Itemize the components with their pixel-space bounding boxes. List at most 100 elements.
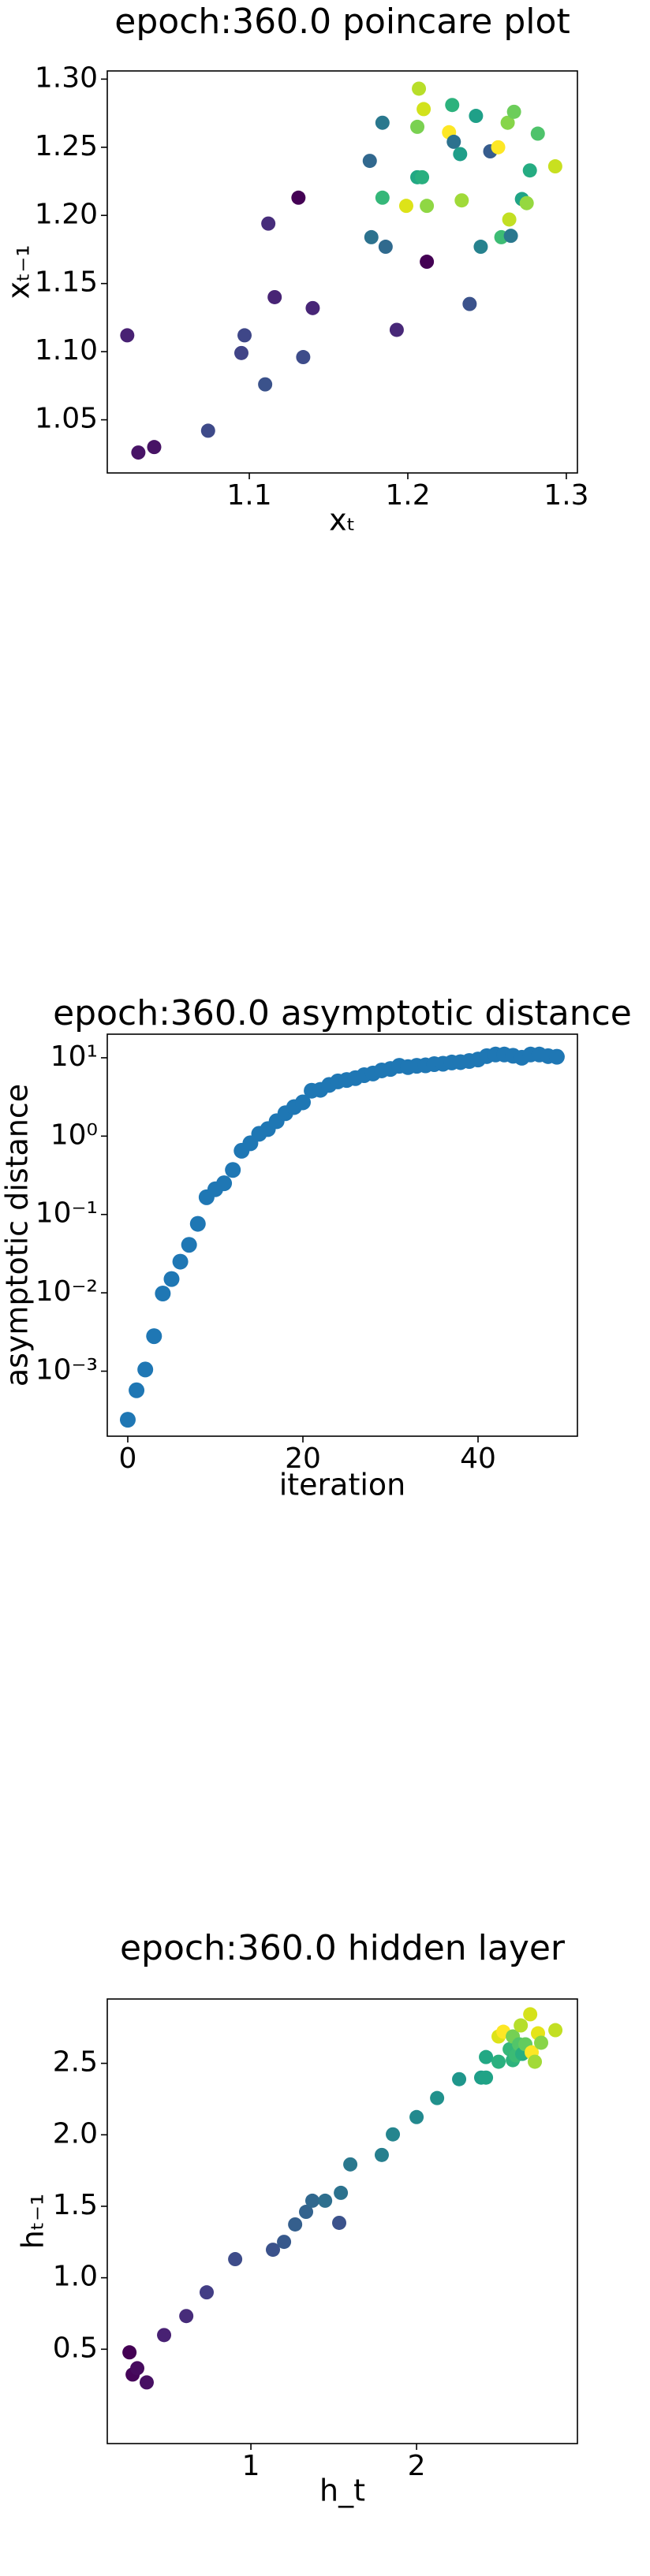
- point: [277, 2235, 292, 2250]
- point: [163, 1271, 180, 1287]
- point: [343, 2157, 358, 2172]
- point: [334, 2185, 349, 2200]
- x-tick-label: 20: [285, 1442, 321, 1475]
- plot-frame: [106, 1033, 578, 1437]
- point: [454, 193, 469, 208]
- point: [446, 134, 461, 149]
- y-tick-label: 1.15: [35, 266, 98, 299]
- point: [129, 1382, 145, 1398]
- point: [172, 1253, 189, 1270]
- x-axis-label: xₜ: [329, 503, 356, 538]
- x-tick-label: 1: [242, 2450, 260, 2482]
- y-tick-label: 2.0: [53, 2117, 98, 2150]
- y-tick-label: 10⁻²: [35, 1275, 98, 1308]
- point: [374, 2147, 389, 2162]
- point: [491, 2054, 506, 2069]
- point: [375, 115, 390, 130]
- point: [522, 163, 537, 178]
- point: [364, 229, 379, 244]
- point: [502, 212, 517, 227]
- point: [189, 1215, 206, 1232]
- point: [547, 159, 562, 174]
- point: [305, 300, 320, 315]
- y-tick-label: 1.05: [35, 403, 98, 435]
- x-axis-label: h_t: [319, 2474, 365, 2508]
- point: [131, 445, 146, 460]
- y-tick-label: 1.0: [53, 2261, 98, 2293]
- point: [258, 377, 273, 392]
- plot-frame: [106, 70, 578, 474]
- point: [146, 1328, 162, 1345]
- point: [417, 102, 431, 117]
- point: [415, 169, 430, 184]
- point: [378, 240, 393, 255]
- point: [548, 1048, 565, 1065]
- point: [469, 109, 484, 124]
- point: [430, 2090, 445, 2105]
- y-tick-label: 0.5: [53, 2332, 98, 2364]
- point: [179, 2309, 194, 2324]
- point: [528, 2054, 543, 2069]
- point: [534, 2035, 549, 2050]
- point: [452, 2072, 467, 2086]
- x-tick-label: 2: [408, 2450, 426, 2482]
- point: [139, 2375, 154, 2390]
- y-tick-label: 1.25: [35, 130, 98, 162]
- point: [389, 322, 404, 337]
- point: [137, 1361, 154, 1378]
- chart-title: epoch:360.0 hidden layer: [120, 1928, 566, 1968]
- point: [479, 2070, 494, 2085]
- point: [122, 2345, 137, 2360]
- point: [362, 154, 377, 169]
- point: [410, 119, 425, 134]
- plot-frame: [106, 1998, 578, 2444]
- point: [530, 126, 545, 141]
- x-tick-label: 1.2: [385, 479, 430, 512]
- y-tick-label: 1.30: [35, 61, 98, 94]
- point: [120, 328, 135, 343]
- x-tick-label: 0: [119, 1442, 137, 1475]
- point: [233, 345, 248, 360]
- point: [200, 2285, 215, 2300]
- x-tick-label: 1.1: [226, 479, 271, 512]
- point: [119, 1412, 136, 1428]
- x-tick-label: 1.3: [544, 479, 588, 512]
- point: [506, 104, 521, 119]
- point: [237, 328, 252, 343]
- point: [332, 2215, 347, 2230]
- x-tick-label: 40: [460, 1442, 496, 1475]
- point: [519, 195, 534, 210]
- point: [261, 216, 276, 231]
- point: [503, 229, 518, 244]
- y-tick-label: 10⁰: [50, 1119, 98, 1151]
- point: [523, 2007, 538, 2022]
- y-tick-label: 1.5: [53, 2189, 98, 2221]
- chart-title: epoch:360.0 poincare plot: [114, 2, 570, 42]
- y-tick-label: 10¹: [50, 1040, 98, 1073]
- point: [147, 440, 162, 455]
- point: [157, 2328, 172, 2343]
- point: [375, 190, 390, 205]
- point: [288, 2217, 303, 2232]
- point: [445, 98, 460, 113]
- point: [291, 190, 306, 205]
- point: [409, 2109, 424, 2124]
- point: [473, 240, 488, 255]
- point: [318, 2193, 333, 2208]
- point: [548, 2023, 563, 2038]
- point: [304, 2193, 319, 2208]
- point: [228, 2252, 243, 2267]
- point: [130, 2361, 145, 2376]
- point: [500, 115, 515, 130]
- y-tick-label: 10⁻³: [35, 1354, 98, 1387]
- x-axis-label: iteration: [279, 1468, 406, 1502]
- y-tick-label: 2.5: [53, 2046, 98, 2079]
- point: [294, 1094, 311, 1111]
- point: [491, 140, 506, 154]
- point: [462, 296, 477, 311]
- y-tick-label: 10⁻¹: [35, 1197, 98, 1230]
- point: [420, 199, 435, 214]
- chart-title: epoch:360.0 asymptotic distance: [53, 993, 632, 1033]
- point: [216, 1175, 233, 1192]
